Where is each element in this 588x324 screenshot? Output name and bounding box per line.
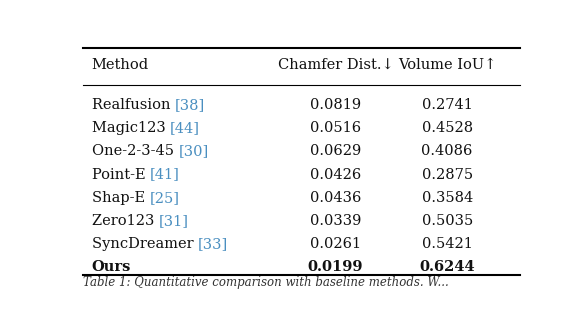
Text: 0.0516: 0.0516 xyxy=(310,121,361,135)
Text: 0.0426: 0.0426 xyxy=(310,168,361,181)
Text: 0.3584: 0.3584 xyxy=(422,191,473,205)
Text: Magic123: Magic123 xyxy=(92,121,170,135)
Text: [33]: [33] xyxy=(198,237,228,251)
Text: Zero123: Zero123 xyxy=(92,214,159,228)
Text: 0.0199: 0.0199 xyxy=(308,260,363,274)
Text: 0.6244: 0.6244 xyxy=(419,260,475,274)
Text: Shap-E: Shap-E xyxy=(92,191,149,205)
Text: One-2-3-45: One-2-3-45 xyxy=(92,145,178,158)
Text: Ours: Ours xyxy=(92,260,131,274)
Text: [25]: [25] xyxy=(149,191,179,205)
Text: 0.4528: 0.4528 xyxy=(422,121,473,135)
Text: 0.0261: 0.0261 xyxy=(310,237,361,251)
Text: [31]: [31] xyxy=(159,214,189,228)
Text: [41]: [41] xyxy=(150,168,180,181)
Text: 0.4086: 0.4086 xyxy=(422,145,473,158)
Text: 0.2741: 0.2741 xyxy=(422,98,473,112)
Text: 0.5421: 0.5421 xyxy=(422,237,473,251)
Text: Volume IoU↑: Volume IoU↑ xyxy=(398,58,496,72)
Text: [30]: [30] xyxy=(178,145,209,158)
Text: 0.5035: 0.5035 xyxy=(422,214,473,228)
Text: 0.0819: 0.0819 xyxy=(310,98,361,112)
Text: Method: Method xyxy=(92,58,149,72)
Text: 0.2875: 0.2875 xyxy=(422,168,473,181)
Text: Chamfer Dist.↓: Chamfer Dist.↓ xyxy=(278,58,393,72)
Text: [44]: [44] xyxy=(170,121,200,135)
Text: SyncDreamer: SyncDreamer xyxy=(92,237,198,251)
Text: 0.0629: 0.0629 xyxy=(310,145,361,158)
Text: Realfusion: Realfusion xyxy=(92,98,175,112)
Text: Table 1: Quantitative comparison with baseline methods. W...: Table 1: Quantitative comparison with ba… xyxy=(82,276,449,289)
Text: 0.0436: 0.0436 xyxy=(310,191,361,205)
Text: Point-E: Point-E xyxy=(92,168,150,181)
Text: [38]: [38] xyxy=(175,98,205,112)
Text: 0.0339: 0.0339 xyxy=(310,214,361,228)
